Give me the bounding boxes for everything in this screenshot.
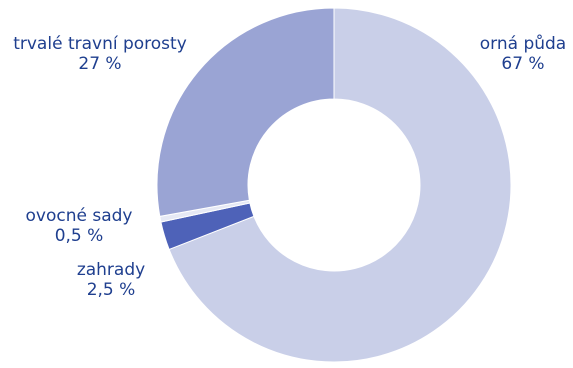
label-name: ovocné sady	[25, 206, 133, 226]
label-ovocne-sady: ovocné sady 0,5 %	[14, 206, 144, 246]
label-value: 27 %	[78, 54, 122, 74]
label-value: 0,5 %	[54, 226, 104, 246]
label-orna-puda: orná půda 67 %	[468, 34, 573, 74]
slice-3	[156, 7, 335, 217]
label-value: 67 %	[501, 54, 545, 74]
label-name: zahrady	[76, 260, 146, 280]
label-trvale-travni-porosty: trvalé travní porosty 27 %	[2, 34, 198, 74]
slices-group	[156, 7, 512, 363]
label-zahrady: zahrady 2,5 %	[66, 260, 156, 300]
label-value: 2,5 %	[86, 280, 136, 300]
slice-0	[168, 7, 512, 363]
label-name: trvalé travní porosty	[13, 34, 187, 54]
label-name: orná půda	[479, 34, 567, 54]
